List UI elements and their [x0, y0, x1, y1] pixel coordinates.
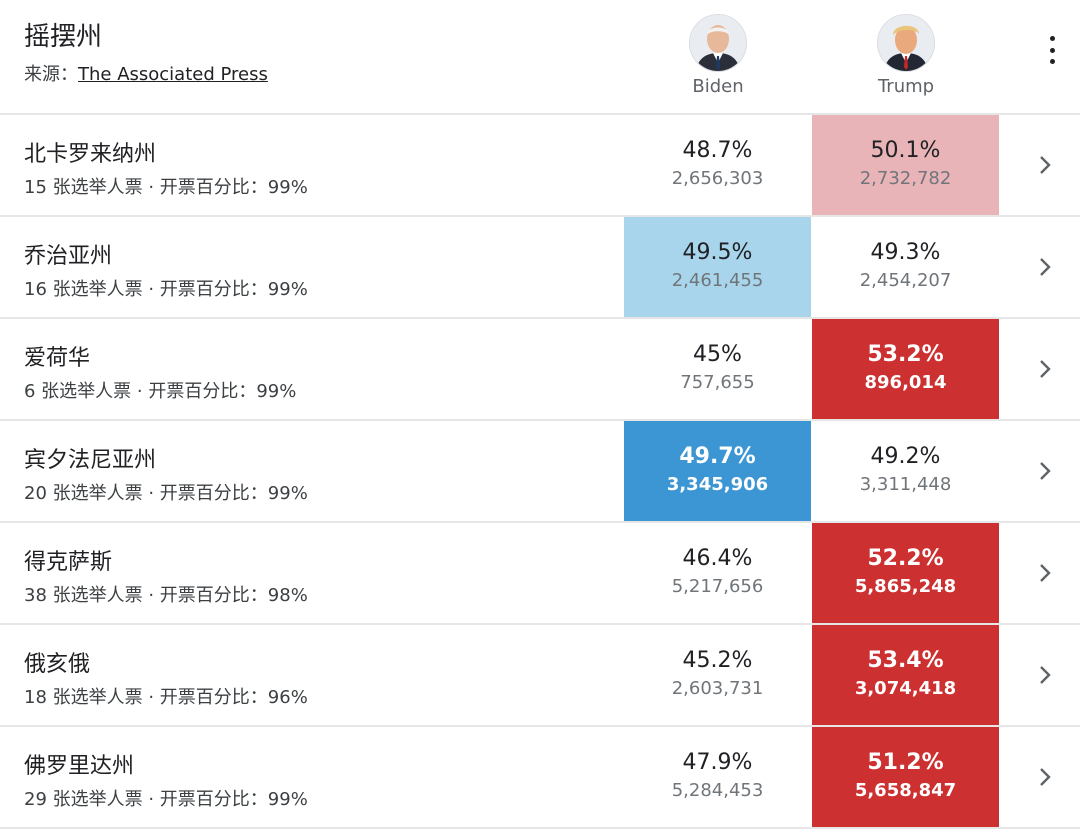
more-options-icon[interactable] — [1040, 36, 1064, 64]
trump-avatar-icon — [877, 14, 935, 72]
state-meta: 6 张选举人票 · 开票百分比：99% — [24, 381, 297, 402]
trump-result-cell: 49.3% 2,454,207 — [812, 217, 999, 317]
source-label: 来源： — [24, 64, 78, 85]
trump-result-cell: 53.2% 896,014 — [812, 319, 999, 419]
chevron-right-icon[interactable] — [1036, 765, 1054, 789]
state-name: 北卡罗来纳州 — [24, 142, 157, 167]
trump-percent: 49.3% — [870, 240, 941, 265]
state-name: 爱荷华 — [24, 346, 91, 371]
state-name: 得克萨斯 — [24, 550, 113, 575]
trump-votes: 896,014 — [864, 372, 947, 393]
trump-result-cell: 50.1% 2,732,782 — [812, 115, 999, 215]
state-meta: 18 张选举人票 · 开票百分比：96% — [24, 687, 308, 708]
biden-result-cell: 49.5% 2,461,455 — [624, 217, 811, 317]
candidate-header-trump: Trump — [846, 14, 966, 97]
trump-result-cell: 53.4% 3,074,418 — [812, 625, 999, 725]
page-title: 摇摆州 — [24, 22, 103, 52]
trump-percent: 52.2% — [867, 546, 944, 571]
trump-percent: 51.2% — [867, 750, 944, 775]
biden-votes: 5,217,656 — [671, 576, 764, 597]
source-link[interactable]: The Associated Press — [78, 64, 268, 85]
state-row-georgia[interactable]: 乔治亚州 16 张选举人票 · 开票百分比：99% 49.5% 2,461,45… — [0, 217, 1080, 319]
state-name: 佛罗里达州 — [24, 754, 135, 779]
biden-votes: 2,461,455 — [671, 270, 764, 291]
trump-votes: 3,311,448 — [859, 474, 952, 495]
chevron-right-icon[interactable] — [1036, 255, 1054, 279]
state-row-pennsylvania[interactable]: 宾夕法尼亚州 20 张选举人票 · 开票百分比：99% 49.7% 3,345,… — [0, 421, 1080, 523]
chevron-right-icon[interactable] — [1036, 459, 1054, 483]
state-meta: 20 张选举人票 · 开票百分比：99% — [24, 483, 308, 504]
state-row-iowa[interactable]: 爱荷华 6 张选举人票 · 开票百分比：99% 45% 757,655 53.2… — [0, 319, 1080, 421]
chevron-right-icon[interactable] — [1036, 663, 1054, 687]
state-name: 宾夕法尼亚州 — [24, 448, 157, 473]
biden-result-cell: 47.9% 5,284,453 — [624, 727, 811, 827]
state-name: 俄亥俄 — [24, 652, 91, 677]
trump-percent: 53.4% — [867, 648, 944, 673]
state-row-north-carolina[interactable]: 北卡罗来纳州 15 张选举人票 · 开票百分比：99% 48.7% 2,656,… — [0, 115, 1080, 217]
trump-percent: 50.1% — [870, 138, 941, 163]
biden-percent: 47.9% — [682, 750, 753, 775]
state-meta: 29 张选举人票 · 开票百分比：99% — [24, 789, 308, 810]
biden-result-cell: 45.2% 2,603,731 — [624, 625, 811, 725]
biden-percent: 49.7% — [679, 444, 756, 469]
source-line: 来源：The Associated Press — [24, 60, 268, 86]
trump-votes: 2,454,207 — [859, 270, 952, 291]
trump-result-cell: 51.2% 5,658,847 — [812, 727, 999, 827]
state-name: 乔治亚州 — [24, 244, 113, 269]
biden-votes: 2,656,303 — [671, 168, 764, 189]
trump-result-cell: 49.2% 3,311,448 — [812, 421, 999, 521]
trump-votes: 5,865,248 — [854, 576, 957, 597]
trump-votes: 2,732,782 — [859, 168, 952, 189]
chevron-right-icon[interactable] — [1036, 561, 1054, 585]
candidate-header-biden: Biden — [658, 14, 778, 97]
chevron-right-icon[interactable] — [1036, 357, 1054, 381]
biden-votes: 3,345,906 — [666, 474, 769, 495]
results-table: 北卡罗来纳州 15 张选举人票 · 开票百分比：99% 48.7% 2,656,… — [0, 115, 1080, 829]
trump-result-cell: 52.2% 5,865,248 — [812, 523, 999, 623]
biden-percent: 49.5% — [682, 240, 753, 265]
state-row-florida[interactable]: 佛罗里达州 29 张选举人票 · 开票百分比：99% 47.9% 5,284,4… — [0, 727, 1080, 829]
biden-percent: 48.7% — [682, 138, 753, 163]
biden-votes: 2,603,731 — [671, 678, 764, 699]
biden-result-cell: 45% 757,655 — [624, 319, 811, 419]
state-row-texas[interactable]: 得克萨斯 38 张选举人票 · 开票百分比：98% 46.4% 5,217,65… — [0, 523, 1080, 625]
chevron-right-icon[interactable] — [1036, 153, 1054, 177]
biden-percent: 45% — [693, 342, 742, 367]
trump-percent: 53.2% — [867, 342, 944, 367]
biden-result-cell: 49.7% 3,345,906 — [624, 421, 811, 521]
candidate-name-biden: Biden — [692, 76, 744, 97]
biden-votes: 5,284,453 — [671, 780, 764, 801]
trump-percent: 49.2% — [870, 444, 941, 469]
state-meta: 16 张选举人票 · 开票百分比：99% — [24, 279, 308, 300]
biden-percent: 45.2% — [682, 648, 753, 673]
results-header: 摇摆州 来源：The Associated Press Biden — [0, 0, 1080, 115]
biden-result-cell: 48.7% 2,656,303 — [624, 115, 811, 215]
state-row-ohio[interactable]: 俄亥俄 18 张选举人票 · 开票百分比：96% 45.2% 2,603,731… — [0, 625, 1080, 727]
state-meta: 38 张选举人票 · 开票百分比：98% — [24, 585, 308, 606]
state-meta: 15 张选举人票 · 开票百分比：99% — [24, 177, 308, 198]
candidate-name-trump: Trump — [877, 76, 935, 97]
trump-votes: 3,074,418 — [854, 678, 957, 699]
biden-result-cell: 46.4% 5,217,656 — [624, 523, 811, 623]
trump-votes: 5,658,847 — [854, 780, 957, 801]
biden-percent: 46.4% — [682, 546, 753, 571]
biden-avatar-icon — [689, 14, 747, 72]
biden-votes: 757,655 — [680, 372, 755, 393]
